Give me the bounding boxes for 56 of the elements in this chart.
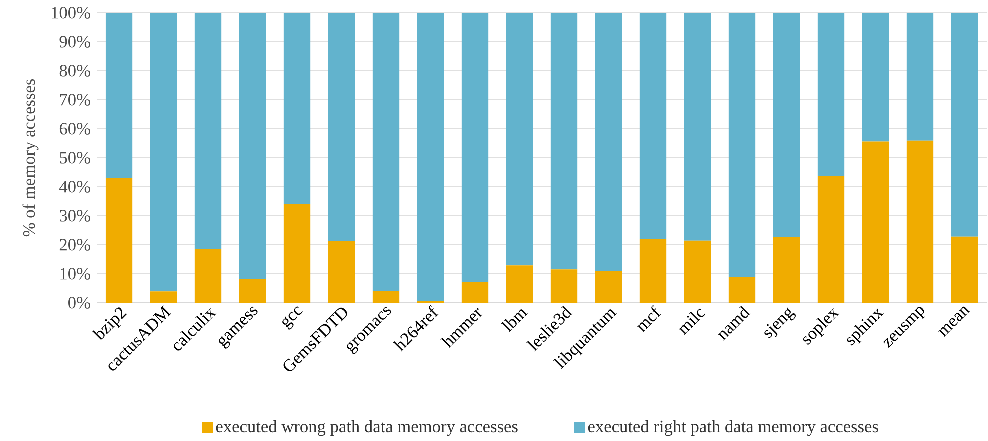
bar <box>951 236 978 303</box>
bar <box>462 282 489 303</box>
bar <box>239 279 266 303</box>
y-tick-label: 0% <box>68 297 90 309</box>
bar <box>684 12 712 241</box>
x-tick-label: mcf <box>637 305 662 333</box>
bar <box>194 12 222 250</box>
y-tick-label: 100% <box>52 7 90 19</box>
bar <box>951 12 978 237</box>
bar <box>239 12 266 280</box>
bar <box>773 237 800 303</box>
bar <box>818 176 845 303</box>
y-tick-label: 70% <box>60 94 90 106</box>
x-tick-label: milc <box>679 308 706 336</box>
legend-label: executed wrong path data memory accesses <box>216 420 518 436</box>
y-tick-label: 90% <box>60 36 90 48</box>
y-tick-label: 40% <box>60 181 90 193</box>
bar <box>862 12 890 142</box>
y-tick-label: 30% <box>60 210 90 222</box>
bar <box>150 292 178 303</box>
bar <box>728 12 756 278</box>
bar <box>684 240 712 303</box>
y-tick-label: 60% <box>60 123 90 135</box>
bar <box>773 12 800 238</box>
bar <box>550 12 578 270</box>
bar <box>640 239 667 303</box>
bar <box>506 12 534 266</box>
bar <box>194 249 222 303</box>
bar <box>372 291 400 303</box>
bar <box>372 12 400 292</box>
bar <box>328 12 356 242</box>
bar <box>150 12 178 292</box>
bar <box>106 12 133 178</box>
legend-label: executed right path data memory accesses <box>588 420 878 436</box>
bar <box>595 271 622 303</box>
bar <box>906 12 934 141</box>
bar <box>862 142 890 303</box>
bar <box>906 140 934 303</box>
bar <box>550 270 578 303</box>
bar <box>284 204 311 303</box>
bar <box>818 12 845 177</box>
bar <box>417 12 444 301</box>
bar <box>506 266 534 303</box>
y-tick-label: 50% <box>60 152 90 164</box>
x-tick-label: lbm <box>500 310 528 333</box>
bar <box>284 12 311 204</box>
bar <box>640 12 667 240</box>
bar <box>595 12 622 272</box>
bar <box>728 277 756 303</box>
y-tick-label: 80% <box>60 65 90 77</box>
bar <box>462 12 489 282</box>
y-tick-label: 20% <box>60 239 90 251</box>
y-tick-label: 10% <box>60 268 90 280</box>
bar <box>328 241 356 303</box>
y-axis-title: % of memory accesses <box>22 79 39 237</box>
bar <box>106 178 133 303</box>
